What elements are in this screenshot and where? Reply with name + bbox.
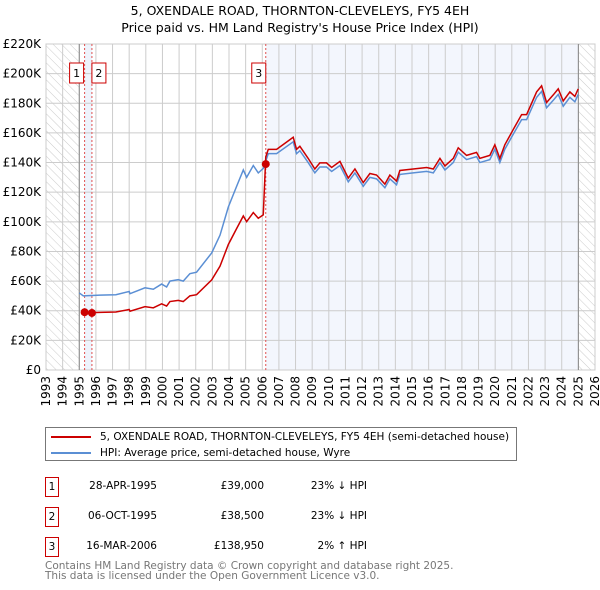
sale-label: 3 bbox=[255, 67, 262, 80]
sale-label: 1 bbox=[73, 67, 80, 80]
legend-item-hpi: HPI: Average price, semi-detached house,… bbox=[51, 445, 350, 461]
sale-label-box: 2 bbox=[91, 62, 107, 84]
y-tick-label: £60K bbox=[10, 274, 42, 288]
legend-item-property: 5, OXENDALE ROAD, THORNTON-CLEVELEYS, FY… bbox=[51, 429, 509, 445]
y-tick-label: £180K bbox=[3, 96, 43, 110]
x-tick-label: 2012 bbox=[355, 376, 369, 407]
legend: 5, OXENDALE ROAD, THORNTON-CLEVELEYS, FY… bbox=[45, 427, 517, 461]
sale-point bbox=[87, 308, 96, 317]
x-tick-label: 1999 bbox=[139, 376, 153, 407]
sale-label-frame bbox=[91, 62, 107, 84]
sale-date: 28-APR-1995 bbox=[89, 480, 157, 492]
x-tick-label: 2014 bbox=[388, 376, 402, 407]
x-tick-label: 2013 bbox=[372, 376, 386, 407]
x-tick-label: 2024 bbox=[555, 376, 569, 407]
sale-date: 06-OCT-1995 bbox=[88, 510, 157, 522]
x-tick-label: 2000 bbox=[155, 376, 169, 407]
x-tick-label: 2016 bbox=[422, 376, 436, 407]
x-tick-label: 2015 bbox=[405, 376, 419, 407]
sale-label: 2 bbox=[95, 67, 102, 80]
hpi-line bbox=[78, 89, 579, 297]
x-tick-label: 2020 bbox=[488, 376, 502, 407]
x-tick-label: 2026 bbox=[588, 376, 600, 407]
x-tick-label: 1996 bbox=[89, 376, 103, 407]
x-tick-label: 1995 bbox=[72, 376, 86, 407]
legend-label-hpi: HPI: Average price, semi-detached house,… bbox=[100, 447, 351, 459]
sale-point bbox=[80, 308, 89, 317]
x-tick-label: 2018 bbox=[455, 376, 469, 407]
price-chart: £0 £20K £40K £60K £80K £100K £120K £140K £160K £1… bbox=[3, 37, 600, 407]
x-tick-label: 2006 bbox=[255, 376, 269, 407]
x-tick-label: 2023 bbox=[538, 376, 552, 407]
x-tick-label: 1998 bbox=[122, 376, 136, 407]
sale-price: £39,000 bbox=[220, 480, 264, 492]
x-tick-label: 2017 bbox=[438, 376, 452, 407]
sale-label-box: 1 bbox=[69, 62, 85, 84]
x-tick-label: 1997 bbox=[106, 376, 120, 407]
x-tick-label: 2007 bbox=[272, 376, 286, 407]
sale-label-box: 3 bbox=[251, 62, 267, 84]
y-tick-label: £160K bbox=[3, 126, 43, 140]
sale-date: 16-MAR-2006 bbox=[86, 540, 157, 552]
y-tick-label: £40K bbox=[10, 304, 42, 318]
y-tick-label: £20K bbox=[10, 333, 42, 347]
sale-hpi-diff: 23% ↓ HPI bbox=[310, 510, 367, 522]
x-tick-label: 2005 bbox=[239, 376, 253, 407]
sale-price: £38,500 bbox=[220, 510, 264, 522]
sale-price: £138,950 bbox=[213, 540, 264, 552]
y-tick-label: £200K bbox=[3, 67, 43, 81]
x-tick-label: 2022 bbox=[521, 376, 535, 407]
hatch-region-right bbox=[578, 44, 595, 370]
sale-number-badge: 2 bbox=[45, 507, 59, 527]
y-tick-label: £220K bbox=[3, 37, 43, 51]
plot-border bbox=[45, 43, 596, 371]
chart-subtitle: Price paid vs. HM Land Registry's House … bbox=[121, 20, 479, 35]
y-tick-label: £100K bbox=[3, 215, 43, 229]
footer-licence: This data is licensed under the Open Gov… bbox=[45, 570, 380, 582]
x-tick-label: 2009 bbox=[305, 376, 319, 407]
y-tick-label: £0 bbox=[26, 363, 41, 377]
x-tick-label: 2008 bbox=[289, 376, 303, 407]
table-row: 2 06-OCT-1995 £38,500 23% ↓ HPI bbox=[0, 507, 600, 529]
y-tick-label: £140K bbox=[3, 156, 43, 170]
legend-label-property: 5, OXENDALE ROAD, THORNTON-CLEVELEYS, FY… bbox=[100, 431, 510, 443]
legend-swatch-red bbox=[51, 436, 91, 438]
x-tick-label: 2010 bbox=[322, 376, 336, 407]
x-tick-label: 2002 bbox=[189, 376, 203, 407]
x-tick-label: 2003 bbox=[205, 376, 219, 407]
ownership-shade bbox=[84, 44, 92, 370]
sale-point bbox=[261, 160, 270, 169]
chart-title: 5, OXENDALE ROAD, THORNTON-CLEVELEYS, FY… bbox=[130, 3, 470, 18]
x-tick-label: 2019 bbox=[472, 376, 486, 407]
y-tick-label: £80K bbox=[10, 244, 42, 258]
footer-copyright: Contains HM Land Registry data © Crown c… bbox=[45, 560, 454, 572]
x-tick-label: 2025 bbox=[571, 376, 585, 407]
x-tick-label: 1994 bbox=[56, 376, 70, 407]
sale-number-badge: 3 bbox=[45, 537, 59, 557]
legend-swatch-blue bbox=[51, 452, 91, 454]
ownership-shade bbox=[265, 44, 579, 370]
x-tick-label: 2021 bbox=[505, 376, 519, 407]
sale-label-frame bbox=[69, 62, 85, 84]
table-row: 1 28-APR-1995 £39,000 23% ↓ HPI bbox=[0, 477, 600, 499]
x-tick-label: 2001 bbox=[172, 376, 186, 407]
y-tick-label: £120K bbox=[3, 185, 43, 199]
sale-hpi-diff: 23% ↓ HPI bbox=[310, 480, 367, 492]
table-row: 3 16-MAR-2006 £138,950 2% ↑ HPI bbox=[0, 537, 600, 559]
x-tick-label: 2011 bbox=[338, 376, 352, 407]
sale-label-frame bbox=[251, 62, 267, 84]
property-price-line bbox=[84, 84, 579, 314]
sale-number-badge: 1 bbox=[45, 477, 59, 497]
x-tick-label: 1993 bbox=[39, 376, 53, 407]
sale-hpi-diff: 2% ↑ HPI bbox=[317, 540, 367, 552]
x-tick-label: 2004 bbox=[222, 376, 236, 407]
